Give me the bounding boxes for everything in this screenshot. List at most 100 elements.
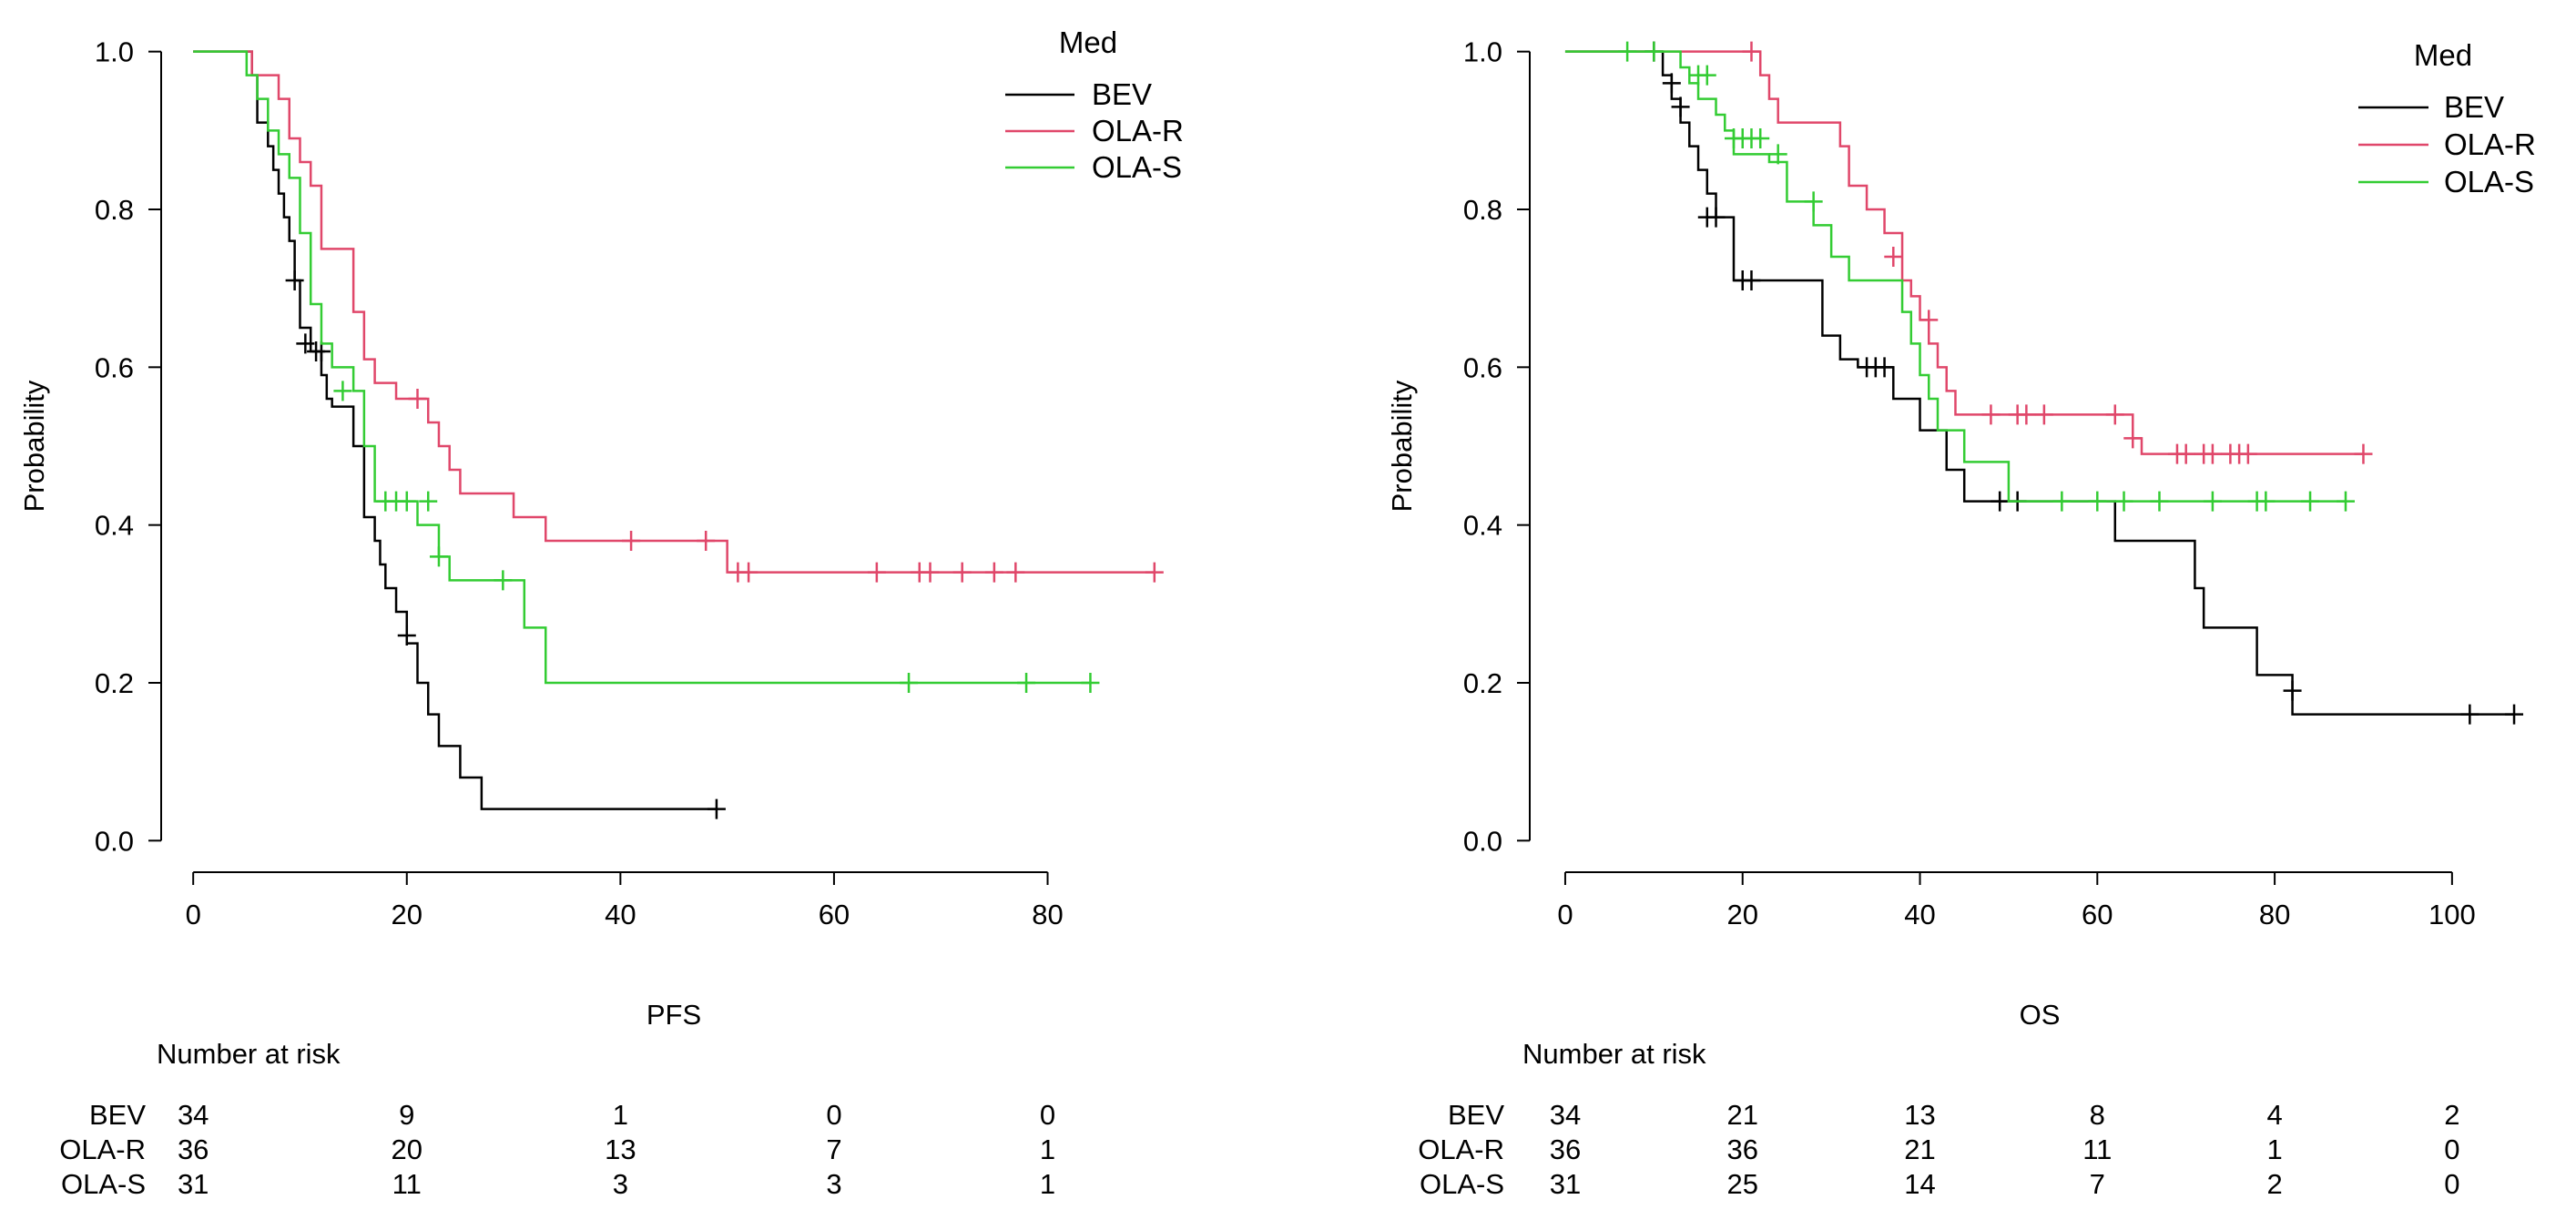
censor-mark (1644, 41, 1664, 62)
y-tick-label: 0.6 (1463, 351, 1502, 383)
legend-label: OLA-R (2444, 127, 2536, 161)
risk-row-label: BEV (89, 1099, 146, 1131)
censor-mark (952, 562, 972, 583)
os-panel: 0.00.20.40.60.81.00 20 40 60 80 100OSProbabil… (1386, 36, 2536, 1200)
risk-count: 11 (2082, 1133, 2112, 1165)
risk-count: 31 (178, 1168, 209, 1200)
censor-mark (1875, 357, 1894, 378)
y-tick-label: 0.6 (95, 351, 134, 383)
censor-mark (1706, 207, 1726, 228)
risk-count: 36 (178, 1133, 209, 1165)
risk-count: 3 (613, 1168, 628, 1200)
km-curve-ola-s (193, 50, 1091, 685)
risk-count: 2 (2444, 1099, 2459, 1131)
censor-mark (921, 562, 940, 583)
risk-count: 0 (2444, 1168, 2459, 1200)
censor-mark (1884, 247, 1903, 267)
risk-row-label: BEV (1448, 1099, 1504, 1131)
censor-mark (285, 270, 304, 290)
legend-label: BEV (2444, 90, 2504, 124)
censor-mark (900, 673, 919, 693)
censor-mark (397, 625, 416, 645)
km-curve-ola-s (1564, 50, 2346, 503)
y-tick-label: 1.0 (95, 36, 134, 68)
x-tick-label: 20 (1726, 899, 1757, 930)
censor-mark (1081, 673, 1100, 693)
risk-count: 3 (826, 1168, 841, 1200)
censor-mark (311, 341, 331, 361)
risk-count: 7 (826, 1133, 841, 1165)
censor-mark (739, 562, 759, 583)
risk-count: 2 (2266, 1168, 2282, 1200)
risk-count: 20 (392, 1133, 423, 1165)
legend-title: Med (1059, 25, 1117, 59)
censor-mark (296, 333, 315, 354)
x-tick-label: 20 (392, 899, 423, 930)
censor-mark (2337, 491, 2355, 512)
censor-mark (2105, 404, 2124, 425)
y-axis-title: Probability (18, 380, 50, 512)
censor-mark (1662, 73, 1681, 94)
legend-title: Med (2414, 38, 2472, 72)
censor-mark (2052, 491, 2072, 512)
risk-count: 31 (1550, 1168, 1581, 1200)
censor-mark (2017, 404, 2036, 425)
risk-count: 1 (613, 1099, 628, 1131)
censor-mark (2301, 491, 2320, 512)
risk-count: 0 (1040, 1099, 1055, 1131)
risk-count: 7 (2090, 1168, 2105, 1200)
censor-mark (2238, 443, 2257, 464)
legend-label: BEV (1092, 77, 1152, 111)
y-tick-label: 0.4 (1463, 510, 1502, 542)
censor-mark (1006, 562, 1025, 583)
risk-row-label: OLA-S (1420, 1168, 1504, 1200)
censor-mark (1742, 41, 1761, 62)
risk-count: 9 (399, 1099, 414, 1131)
risk-count: 1 (1040, 1133, 1055, 1165)
risk-count: 13 (1904, 1099, 1935, 1131)
censor-mark (494, 570, 513, 591)
risk-table-title: Number at risk (157, 1038, 341, 1070)
x-tick-label: 80 (1032, 899, 1063, 930)
censor-mark (2203, 491, 2222, 512)
risk-count: 1 (2266, 1133, 2282, 1165)
y-tick-label: 0.0 (1463, 825, 1502, 857)
censor-mark (2176, 443, 2195, 464)
censor-mark (1671, 97, 1690, 117)
x-axis-title: OS (2020, 999, 2061, 1031)
km-curve-bev (193, 50, 717, 810)
y-tick-label: 0.0 (95, 825, 134, 857)
risk-count: 21 (1726, 1099, 1757, 1131)
censor-mark (2150, 491, 2169, 512)
pfs-panel: 0.0 0.2 0.4 0.6 0.8 1.0 0 20 40 60 80 PFS Probabilit… (18, 25, 1184, 1200)
risk-count: 36 (1726, 1133, 1757, 1165)
risk-count: 11 (392, 1168, 422, 1200)
legend-label: OLA-S (1092, 150, 1182, 184)
censor-mark (707, 798, 726, 819)
censor-mark (1017, 673, 1036, 693)
censor-mark (1919, 310, 1939, 330)
censor-mark (622, 531, 641, 551)
censor-mark (2123, 428, 2143, 449)
risk-count: 21 (1904, 1133, 1935, 1165)
censor-mark (429, 546, 448, 567)
censor-mark (333, 381, 352, 402)
km-curve-ola-r (193, 50, 1155, 574)
censor-mark (419, 491, 438, 512)
censor-mark (2114, 491, 2133, 512)
risk-count: 36 (1550, 1133, 1581, 1165)
censor-mark (2283, 680, 2302, 701)
censor-mark (2034, 404, 2053, 425)
legend-label: OLA-S (2444, 165, 2534, 198)
censor-mark (697, 531, 716, 551)
risk-count: 13 (605, 1133, 636, 1165)
censor-mark (984, 562, 1003, 583)
y-tick-label: 0.8 (1463, 194, 1502, 226)
risk-count: 0 (2444, 1133, 2459, 1165)
censor-mark (1751, 128, 1770, 148)
risk-count: 34 (1550, 1099, 1581, 1131)
x-tick-label: 100 (2428, 899, 2476, 930)
censor-mark (1991, 491, 2010, 512)
censor-mark (2256, 491, 2276, 512)
x-tick-label: 40 (1904, 899, 1935, 930)
